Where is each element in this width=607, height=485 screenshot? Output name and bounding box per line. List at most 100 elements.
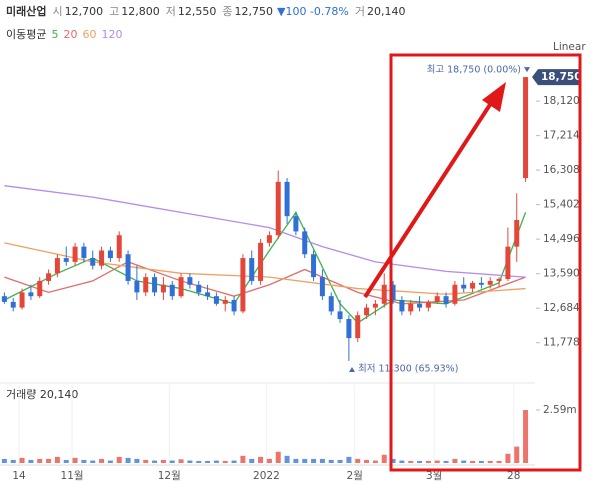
volume-bar	[178, 459, 184, 463]
ma-legend-item: 20	[63, 28, 77, 41]
x-tick-label: 14	[12, 470, 26, 482]
field-label: 종	[222, 5, 232, 18]
volume-bar	[152, 460, 158, 463]
volume-bar	[355, 458, 361, 463]
volume-title: 거래량 20,140	[6, 388, 78, 401]
volume-bar	[505, 453, 511, 463]
candle-body	[487, 280, 493, 285]
volume-bar	[514, 446, 520, 463]
candle-body	[399, 299, 405, 312]
volume-bar	[19, 457, 25, 463]
candle-body	[116, 235, 122, 259]
candle-body	[107, 250, 113, 259]
volume-bar	[496, 460, 502, 463]
marks: 18,120 17,214 16,308 15,402 14,496 13,590 12,6…	[0, 65, 582, 482]
candle-body	[417, 303, 423, 308]
volume-bar	[46, 458, 52, 463]
candle-body	[63, 258, 69, 262]
volume-bar	[425, 460, 431, 463]
candle-body	[328, 296, 334, 312]
field-label: 고	[109, 5, 119, 18]
field-value: 12,550	[178, 5, 217, 18]
volume-bar	[487, 460, 493, 463]
high-marker	[524, 67, 530, 73]
volume-bar	[258, 456, 264, 463]
volume-bar	[1, 458, 7, 463]
candle-body	[72, 246, 78, 262]
candle-body	[249, 258, 255, 281]
volume-bar	[72, 457, 78, 463]
candle-body	[10, 301, 16, 308]
volume-bar	[143, 459, 149, 463]
x-tick-label: 12월	[158, 470, 181, 482]
volume-bar	[302, 458, 308, 463]
volume-bar	[37, 458, 43, 463]
candle-body	[152, 277, 158, 293]
candle-body	[258, 242, 264, 281]
x-tick-label: 2월	[347, 470, 363, 482]
candle-body	[205, 292, 211, 297]
candle-body	[160, 284, 166, 293]
candle-body	[364, 307, 370, 316]
volume-bar	[160, 459, 166, 463]
scale-label: Linear	[553, 41, 586, 53]
volume-bar	[461, 460, 467, 463]
field-value: 20,140	[367, 5, 406, 18]
volume-bar	[337, 459, 343, 463]
volume-bar	[266, 458, 272, 463]
x-tick-label: 3월	[426, 470, 442, 482]
moving-average	[4, 211, 527, 324]
field-value: 12,800	[121, 5, 160, 18]
volume-bar	[399, 460, 405, 463]
ma-legend-item: 5	[51, 28, 58, 41]
price-tag-label: 18,750	[541, 71, 582, 83]
candle-body	[355, 315, 361, 339]
candle-body	[293, 216, 299, 232]
ma-legend-item: 60	[82, 28, 96, 41]
field-value: 12,700	[65, 5, 104, 18]
candle-body	[178, 277, 184, 297]
volume-tick-label: 2.59m	[543, 404, 577, 416]
candle-body	[231, 299, 237, 312]
volume-bar	[213, 460, 219, 463]
candle-body	[213, 296, 219, 304]
field-label: 거	[355, 5, 365, 18]
volume-bar	[196, 460, 202, 463]
candle-body	[187, 277, 193, 285]
price-tag	[532, 69, 580, 86]
candle-body	[37, 280, 43, 297]
volume-bar	[125, 457, 131, 463]
x-tick-label: 2022	[253, 470, 280, 482]
candle-body	[372, 303, 378, 308]
candle-body	[240, 258, 246, 312]
volume-bar	[275, 451, 281, 463]
volume-bar	[311, 458, 317, 463]
volume-bar	[319, 458, 325, 463]
candle-body	[337, 311, 343, 320]
candle-body	[46, 273, 52, 281]
candle-body	[54, 258, 60, 274]
header: 미래산업 시 12,700 고 12,800 저 12,550 종 12,750 ▼100 -0.…	[6, 4, 405, 18]
candle-body	[461, 284, 467, 289]
volume-bar	[372, 460, 378, 463]
stock-name: 미래산업	[6, 4, 46, 18]
candle-body	[99, 250, 105, 266]
volume-bar	[452, 458, 458, 463]
y-tick-label: 12,684	[543, 302, 580, 314]
candle-body	[266, 235, 272, 243]
volume-bar	[63, 459, 69, 463]
volume-bar	[443, 460, 449, 463]
highlight-box	[389, 53, 582, 472]
candle-body	[434, 296, 440, 302]
volume-bar	[249, 458, 255, 463]
field-label: 시	[52, 5, 62, 18]
volume-bar	[28, 459, 34, 463]
candle-body	[222, 299, 228, 304]
candle-body	[452, 284, 458, 304]
change: ▼100 -0.78%	[277, 5, 349, 18]
low-annotation: 최저 11,300 (65.93%)	[358, 363, 458, 374]
candle-body	[169, 284, 175, 297]
candle-body	[346, 319, 352, 339]
candle-body	[408, 303, 414, 312]
y-tick-label: 14,496	[543, 233, 580, 245]
